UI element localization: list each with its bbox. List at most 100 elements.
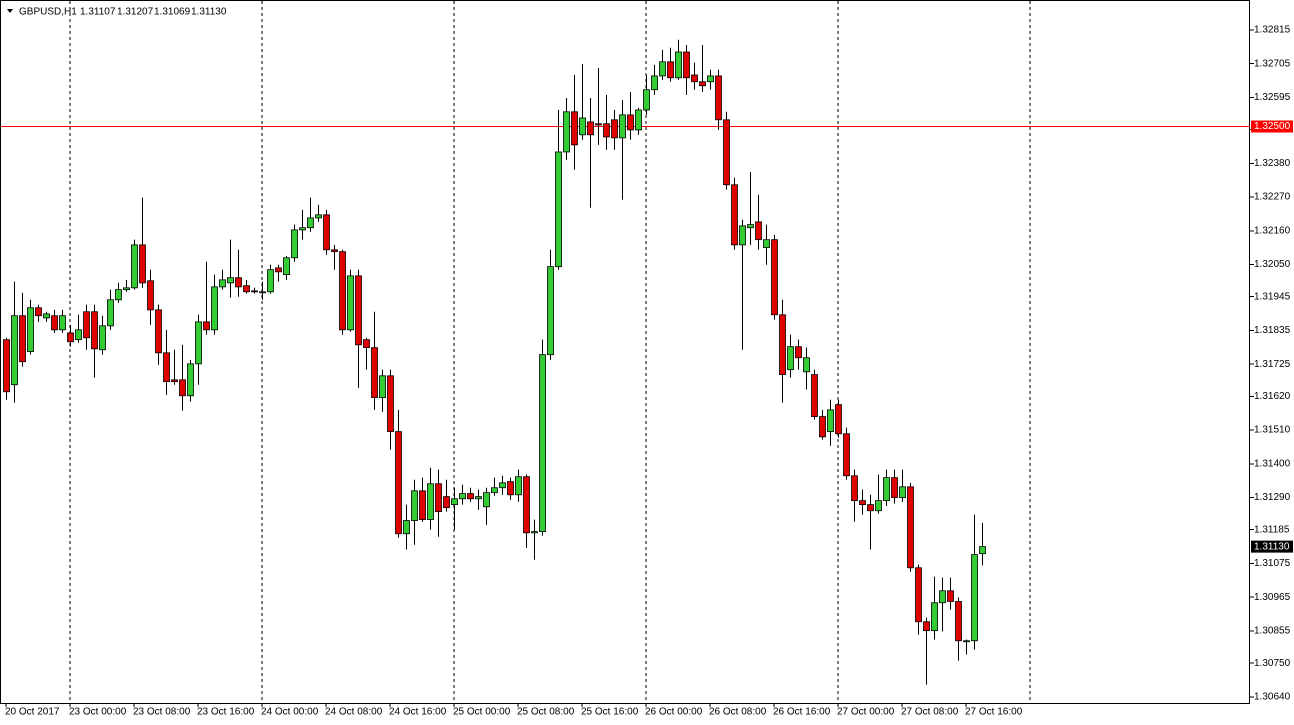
y-tick-label: 1.32050 xyxy=(1254,259,1291,270)
x-tick-label: 24 Oct 00:00 xyxy=(261,707,319,718)
y-tick-label: 1.32705 xyxy=(1254,58,1291,69)
candle-body xyxy=(723,119,730,186)
y-tick-label: 1.32270 xyxy=(1254,192,1291,203)
candle-body xyxy=(347,275,354,331)
x-tick-label: 20 Oct 2017 xyxy=(5,707,60,718)
candle-body xyxy=(699,81,706,87)
x-tick-label: 26 Oct 16:00 xyxy=(773,707,831,718)
candle-body xyxy=(83,311,90,339)
candle-body xyxy=(675,51,682,79)
candle-body xyxy=(459,493,466,500)
candle-body xyxy=(851,475,858,502)
candle-body xyxy=(867,504,874,512)
candle-body xyxy=(75,329,82,341)
y-tick-label: 1.31620 xyxy=(1254,391,1291,402)
plot-frame xyxy=(0,0,1250,704)
x-tick-label: 25 Oct 16:00 xyxy=(581,707,639,718)
candle-body xyxy=(891,477,898,498)
candle-body xyxy=(755,221,762,241)
header-open: 1.31107 xyxy=(80,7,116,18)
y-tick-label: 1.32815 xyxy=(1254,25,1291,36)
y-tick-label: 1.31290 xyxy=(1254,492,1291,503)
candle-body xyxy=(427,483,434,521)
candle-body xyxy=(931,602,938,632)
candle-body xyxy=(251,290,258,293)
x-tick-label: 26 Oct 08:00 xyxy=(709,707,767,718)
candle-body xyxy=(859,500,866,506)
candle-body xyxy=(147,280,154,311)
candle-body xyxy=(787,346,794,371)
candle-body xyxy=(27,307,34,352)
candle-body xyxy=(411,490,418,521)
x-tick-label: 26 Oct 00:00 xyxy=(645,707,703,718)
candle-body xyxy=(779,314,786,375)
candle-body xyxy=(107,299,114,327)
candle-body xyxy=(11,315,18,386)
y-tick-label: 1.32160 xyxy=(1254,225,1291,236)
candle-body xyxy=(451,498,458,506)
candle-body xyxy=(611,119,618,139)
candle-body xyxy=(539,354,546,532)
y-tick-label: 1.31400 xyxy=(1254,458,1291,469)
candle-body xyxy=(139,244,146,284)
candle-body xyxy=(483,492,490,508)
candle-body xyxy=(235,277,242,288)
candle-body xyxy=(331,249,338,253)
header-low: 1.31069 xyxy=(154,7,191,18)
candle-body xyxy=(227,277,234,284)
candle-body xyxy=(691,74,698,83)
candle-body xyxy=(275,267,282,273)
candle-body xyxy=(51,315,58,331)
candle-body xyxy=(315,214,322,219)
candle-body xyxy=(419,490,426,521)
candle-body xyxy=(971,554,978,642)
candle-body xyxy=(587,121,594,136)
candle-body xyxy=(643,89,650,111)
x-tick-label: 24 Oct 08:00 xyxy=(325,707,383,718)
candle-body xyxy=(819,416,826,438)
last-price-box xyxy=(1251,540,1293,553)
candle-body xyxy=(915,567,922,623)
candle-body xyxy=(715,75,722,121)
candle-body xyxy=(923,621,930,632)
candle-body xyxy=(739,225,746,246)
candle-body xyxy=(371,347,378,398)
candle-body xyxy=(387,375,394,433)
candle-body xyxy=(667,61,674,79)
candle-body xyxy=(555,151,562,268)
candle-body xyxy=(171,379,178,383)
candle-body xyxy=(659,61,666,77)
candle-body xyxy=(99,325,106,351)
candle-body xyxy=(123,287,130,291)
candle-body xyxy=(979,546,986,555)
candle-body xyxy=(547,266,554,356)
candle-body xyxy=(579,117,586,136)
candle-body xyxy=(67,332,74,343)
candle-body xyxy=(59,315,66,331)
candle-body xyxy=(363,339,370,349)
candle-body xyxy=(795,346,802,359)
candle-body xyxy=(3,339,10,393)
y-tick-label: 1.31510 xyxy=(1254,425,1291,436)
last-price-label: 1.31130 xyxy=(1254,541,1290,552)
y-tick-label: 1.30965 xyxy=(1254,592,1291,603)
candle-body xyxy=(267,269,274,293)
menu-arrow[interactable] xyxy=(7,9,13,13)
candle-body xyxy=(939,590,946,604)
candle-body xyxy=(595,123,602,126)
candle-body xyxy=(603,123,610,138)
candle-body xyxy=(707,75,714,83)
candle-body xyxy=(339,251,346,331)
y-tick-label: 1.30640 xyxy=(1254,692,1291,703)
candle-body xyxy=(627,114,634,131)
candle-body xyxy=(963,640,970,643)
candle-body xyxy=(907,486,914,569)
candle-body xyxy=(747,224,754,229)
candle-body xyxy=(403,520,410,535)
candle-body xyxy=(211,286,218,331)
candle-body xyxy=(827,409,834,433)
x-tick-label: 25 Oct 08:00 xyxy=(517,707,575,718)
candle-body xyxy=(771,239,778,316)
candle-body xyxy=(619,114,626,139)
candle-body xyxy=(635,109,642,131)
